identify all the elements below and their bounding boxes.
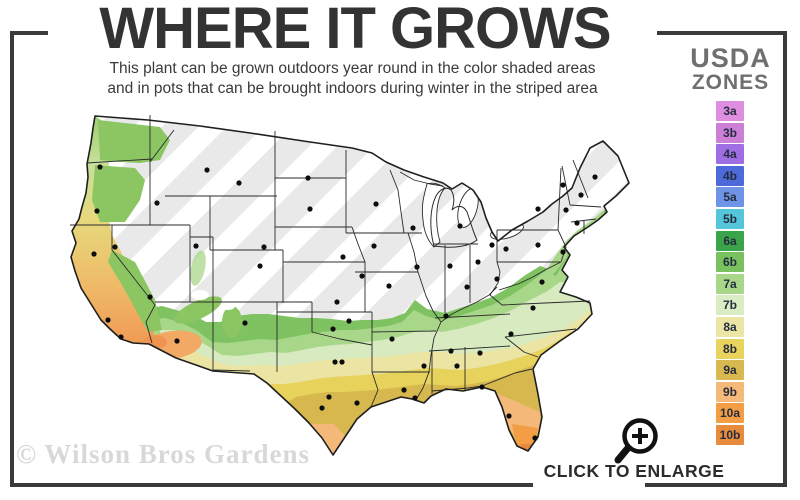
alpine-white-2 xyxy=(221,302,235,310)
city-dots xyxy=(91,164,598,441)
legend-zone-10a: 10a xyxy=(716,403,744,424)
legend-zone-7a: 7a xyxy=(716,273,744,294)
michigan-outline xyxy=(430,187,478,248)
subtitle-line-1: This plant can be grown outdoors year ro… xyxy=(109,60,596,77)
legend-zone-4b: 4b xyxy=(716,165,744,186)
cascades-green-or xyxy=(92,165,145,222)
legend-zone-6a: 6a xyxy=(716,230,744,251)
frame-left xyxy=(10,31,14,487)
subtitle-line-2: and in pots that can be brought indoors … xyxy=(107,80,598,97)
frame-bottom-left xyxy=(10,483,533,487)
nm-mountain-green xyxy=(222,306,242,338)
legend-zone-10b: 10b xyxy=(716,424,744,445)
mogollon-green xyxy=(174,296,222,324)
legend-zone-3a: 3a xyxy=(716,101,744,121)
florida-keys xyxy=(506,455,523,463)
legend-heading-zones: ZONES xyxy=(691,71,770,94)
legend-zone-5b: 5b xyxy=(716,208,744,229)
legend-zone-8a: 8a xyxy=(716,316,744,337)
watermark: © Wilson Bros Gardens xyxy=(16,439,310,469)
legend-zones: 3a 3b 4a 4b 5a 5b 6a 6b 7a 7b 8a 8b 9a 9b 10a 10b xyxy=(716,101,744,447)
legend-zone-5a: 5a xyxy=(716,187,744,208)
cascades-green-wa xyxy=(98,120,170,163)
legend-zone-9b: 9b xyxy=(716,381,744,402)
magnifier-plus-icon[interactable] xyxy=(612,410,670,472)
legend-zone-8b: 8b xyxy=(716,338,744,359)
legend-zone-6b: 6b xyxy=(716,252,744,273)
lake-michigan xyxy=(421,182,446,248)
frame-top-left xyxy=(10,31,48,35)
subtitle: This plant can be grown outdoors year ro… xyxy=(65,59,640,99)
click-to-enlarge-button[interactable]: CLICK TO ENLARGE xyxy=(543,461,725,481)
legend-zone-3b: 3b xyxy=(716,122,744,143)
utah-green-edge xyxy=(190,250,206,286)
legend-zone-4a: 4a xyxy=(716,144,744,165)
frame-top-right xyxy=(657,31,787,35)
legend-zone-7b: 7b xyxy=(716,295,744,316)
frame-bottom-right xyxy=(645,483,787,487)
frame-right xyxy=(783,31,787,487)
us-outline xyxy=(70,115,630,456)
page-title: WHERE IT GROWS xyxy=(99,0,611,61)
legend-heading: USDA ZONES xyxy=(668,44,793,94)
legend-heading-usda: USDA xyxy=(690,43,771,73)
alpine-white-1 xyxy=(191,290,209,300)
sierra-green xyxy=(108,250,162,332)
legend-zone-9a: 9a xyxy=(716,360,744,381)
